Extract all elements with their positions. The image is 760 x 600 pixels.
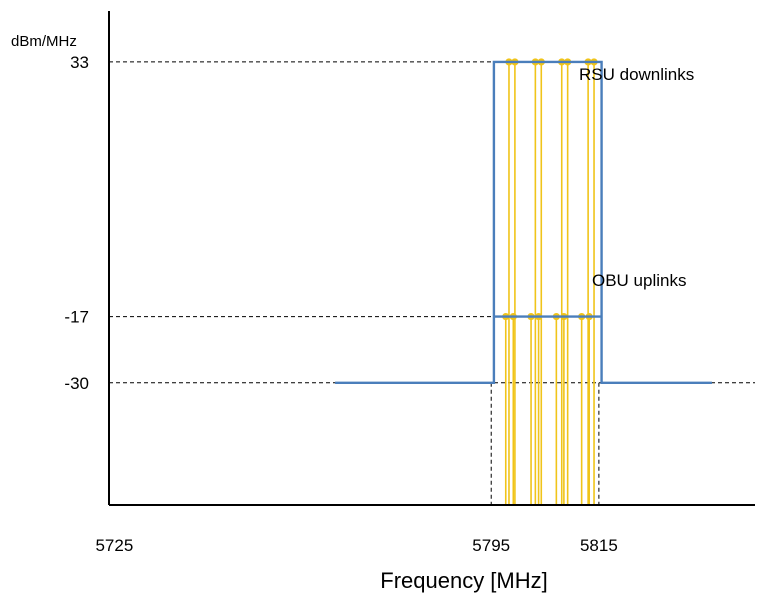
mask-series-line-0 bbox=[335, 60, 712, 384]
channel-lines bbox=[502, 58, 598, 505]
y-tick-label-1: -17 bbox=[64, 308, 89, 327]
y-tick-label-2: -30 bbox=[64, 374, 89, 393]
annotation-rsu-downlinks: RSU downlinks bbox=[579, 65, 694, 84]
y-axis-label: dBm/MHz bbox=[11, 33, 77, 50]
annotation-obu-uplinks: OBU uplinks bbox=[592, 271, 686, 290]
labels: dBm/MHz Frequency [MHz] RSU downlinks OB… bbox=[11, 33, 694, 593]
emission-mask bbox=[335, 60, 712, 384]
x-tick-label-0: 5725 bbox=[95, 536, 133, 555]
x-axis-label: Frequency [MHz] bbox=[380, 568, 548, 593]
x-tick-label-2: 5815 bbox=[580, 536, 618, 555]
axes bbox=[108, 11, 755, 506]
y-tick-label-0: 33 bbox=[70, 53, 89, 72]
tick-labels: 33 -17 -30 5725 5795 5815 bbox=[64, 53, 617, 555]
x-tick-label-1: 5795 bbox=[472, 536, 510, 555]
